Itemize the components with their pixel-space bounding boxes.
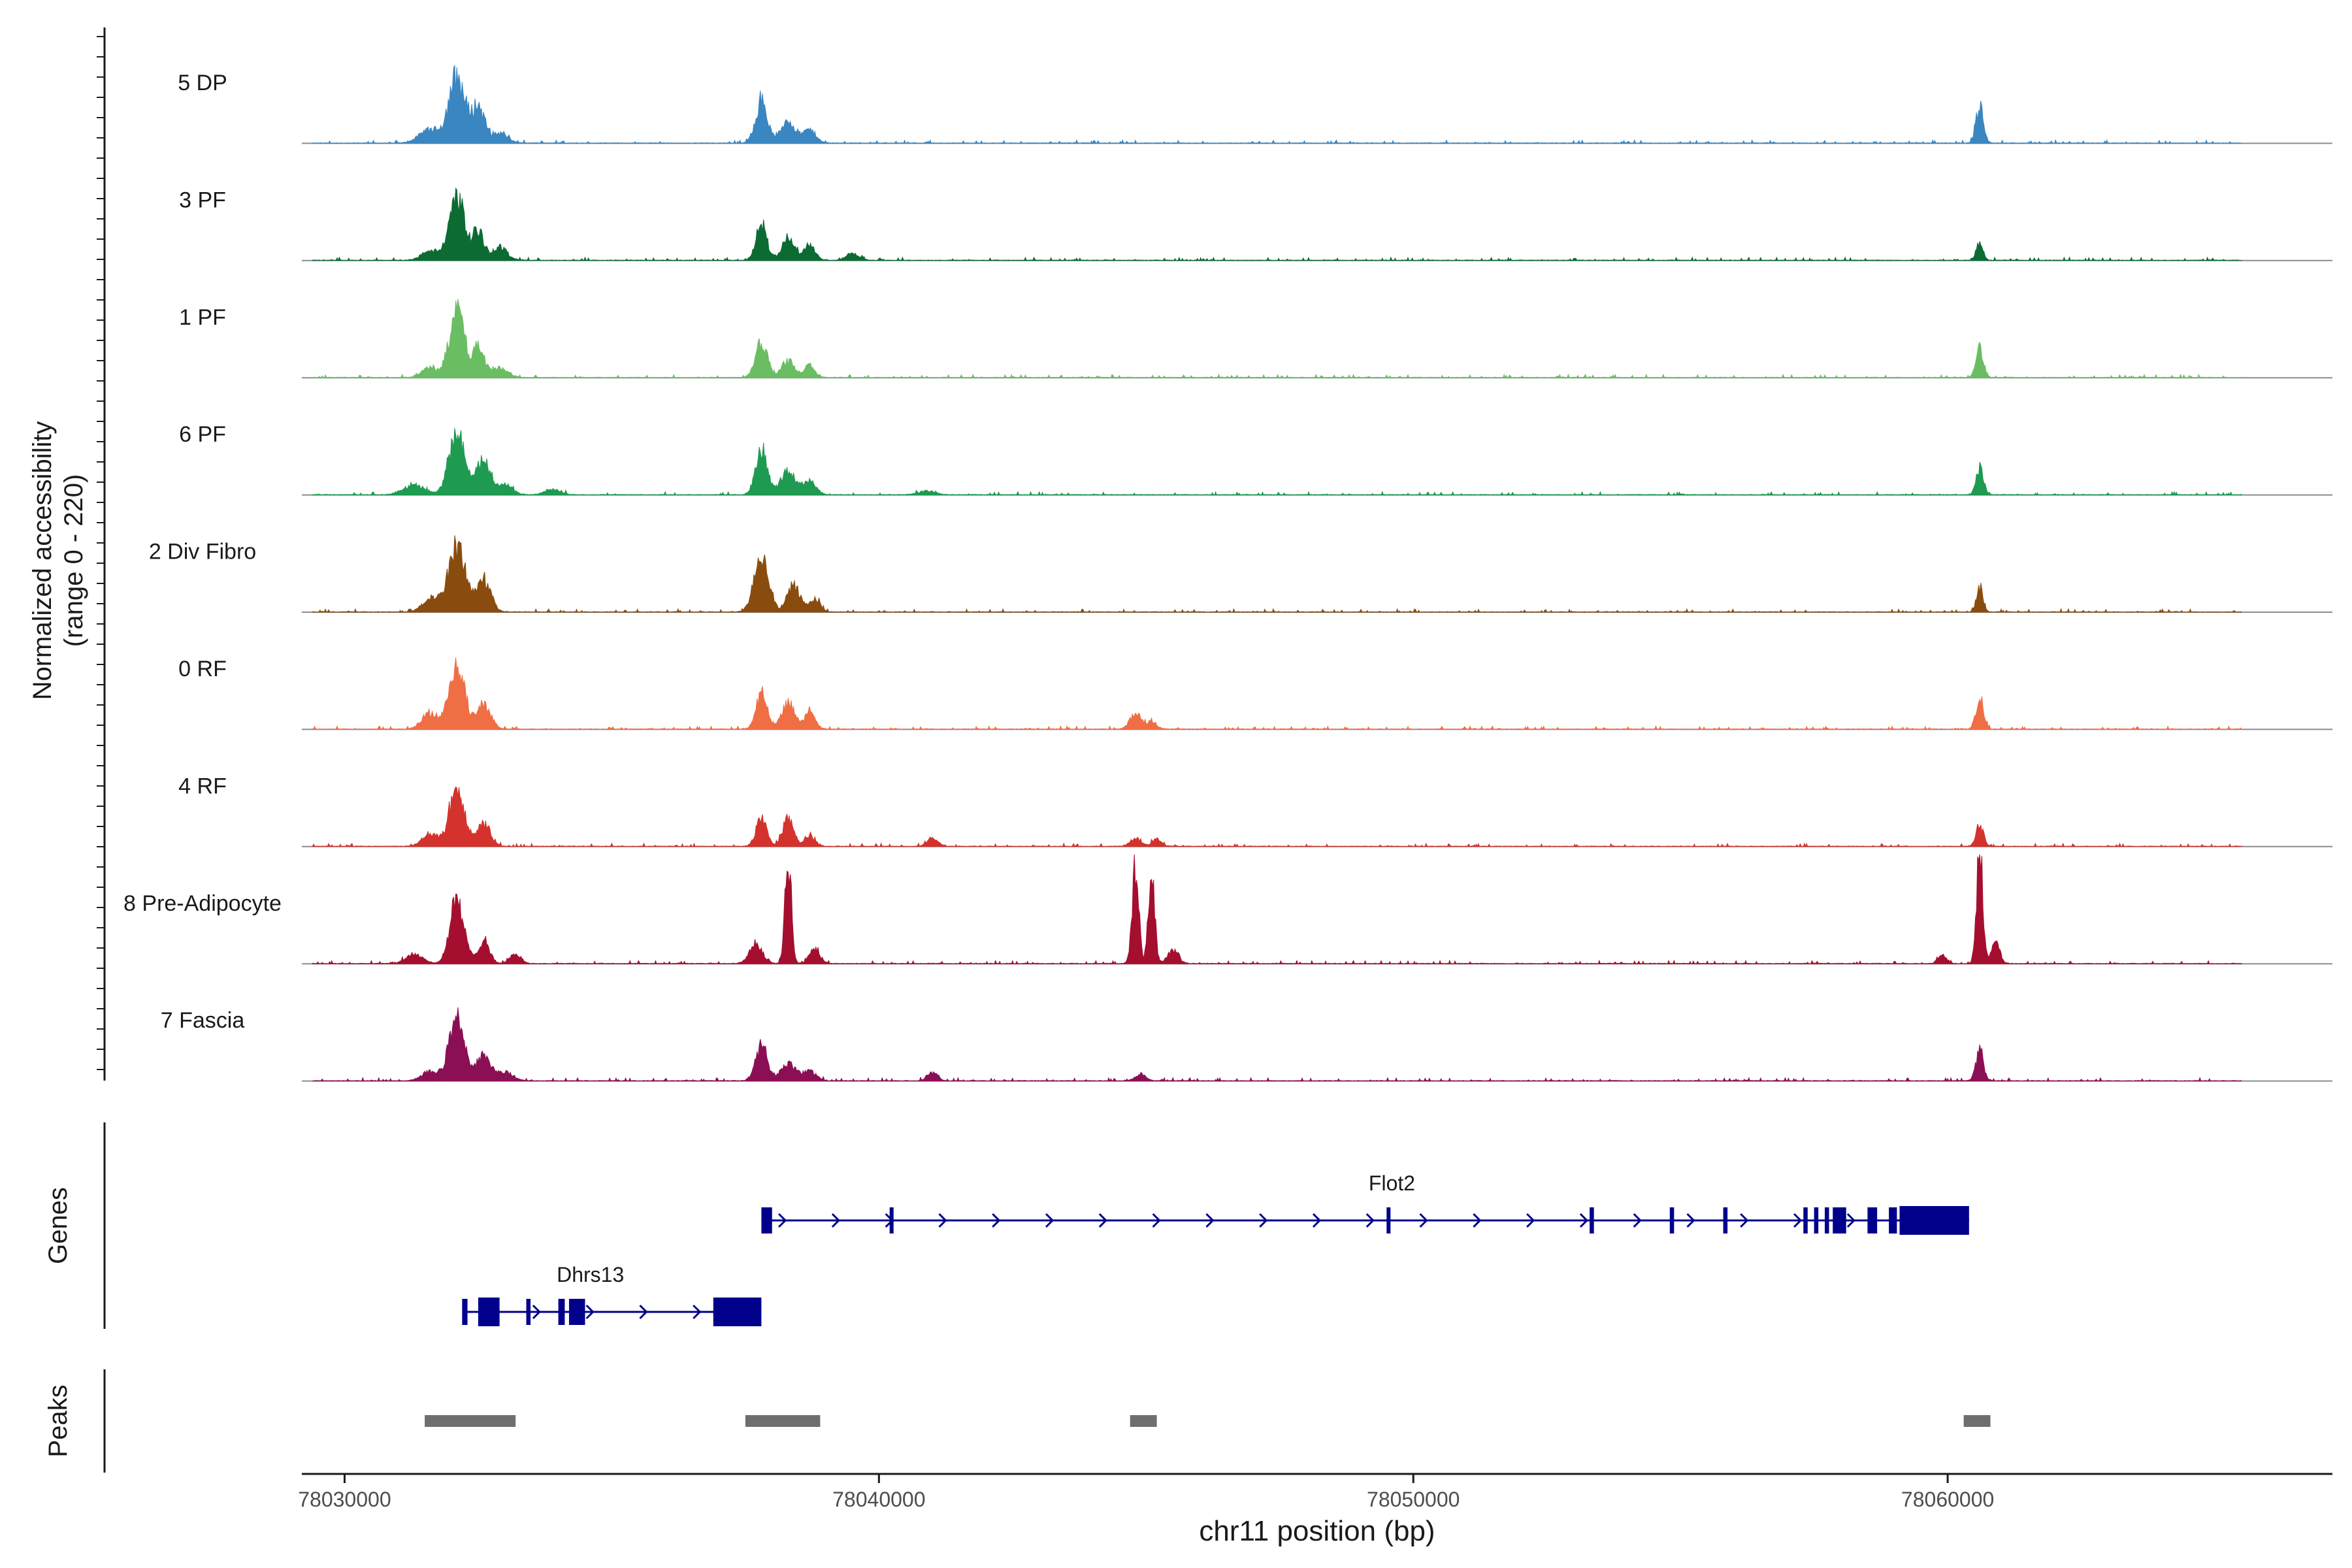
track-label: 1 PF xyxy=(179,305,226,330)
track: 7 Fascia xyxy=(161,1007,2332,1082)
gene-model: Dhrs13 xyxy=(462,1263,762,1326)
track: 2 Div Fibro xyxy=(149,535,2332,613)
peak-region xyxy=(1963,1415,1991,1427)
strand-arrow-icon xyxy=(585,1304,595,1320)
strand-arrow-icon xyxy=(1579,1213,1589,1228)
track-coverage-area xyxy=(312,1007,2242,1082)
strand-arrow-icon xyxy=(1312,1213,1322,1228)
strand-arrow-icon xyxy=(1793,1213,1803,1228)
peak-region xyxy=(425,1415,516,1427)
track-coverage-area xyxy=(312,428,2242,496)
strand-arrow-icon xyxy=(1205,1213,1215,1228)
strand-arrow-icon xyxy=(1686,1213,1695,1228)
gene-exon xyxy=(526,1299,531,1325)
gene-exon xyxy=(1803,1207,1808,1233)
gene-model: Flot2 xyxy=(761,1171,1969,1235)
peaks-axis-label: Peaks xyxy=(44,1384,73,1457)
strand-arrow-icon xyxy=(778,1213,787,1228)
gene-exon xyxy=(1867,1207,1878,1233)
gene-exon xyxy=(1590,1207,1594,1233)
strand-arrow-icon xyxy=(532,1304,541,1320)
gene-exon xyxy=(761,1207,772,1233)
genes-panel: Genes Flot2 Dhrs13 xyxy=(44,1122,1969,1329)
gene-exon xyxy=(1386,1207,1391,1233)
strand-arrow-icon xyxy=(693,1304,702,1320)
track: 3 PF xyxy=(179,187,2332,261)
strand-arrow-icon xyxy=(1045,1213,1054,1228)
gene-label: Dhrs13 xyxy=(557,1263,624,1286)
gene-exon xyxy=(713,1298,762,1326)
track: 0 RF xyxy=(178,657,2332,730)
track-label: 0 RF xyxy=(178,657,227,681)
track-label: 5 DP xyxy=(178,71,227,95)
gene-exon xyxy=(889,1207,894,1233)
track: 8 Pre-Adipocyte xyxy=(123,854,2332,965)
gene-exon xyxy=(462,1299,468,1325)
gene-exon xyxy=(568,1299,585,1325)
track: 1 PF xyxy=(179,299,2332,379)
y-axis xyxy=(97,27,106,1081)
peaks-panel: Peaks xyxy=(44,1369,1991,1473)
track-coverage-area xyxy=(312,657,2243,730)
gene-exon xyxy=(1825,1207,1829,1233)
track-coverage-area xyxy=(312,854,2242,964)
strand-arrow-icon xyxy=(1633,1213,1642,1228)
track-label: 2 Div Fibro xyxy=(149,540,256,564)
x-tick-label: 78040000 xyxy=(832,1488,925,1511)
x-axis: 78030000 78040000 78050000 78060000 xyxy=(298,1473,2332,1511)
track-label: 8 Pre-Adipocyte xyxy=(123,891,282,916)
strand-arrow-icon xyxy=(992,1213,1001,1228)
track-coverage-area xyxy=(312,299,2242,379)
peak-region xyxy=(745,1415,821,1427)
track-label: 3 PF xyxy=(179,188,226,212)
gene-exon xyxy=(478,1298,500,1326)
strand-arrow-icon xyxy=(1152,1213,1161,1228)
track: 6 PF xyxy=(179,422,2332,496)
strand-arrow-icon xyxy=(1473,1213,1482,1228)
gene-exon xyxy=(558,1299,565,1325)
track-label: 7 Fascia xyxy=(161,1008,245,1033)
y-axis-label: Normalized accessibility xyxy=(28,421,57,700)
track-label: 6 PF xyxy=(179,422,226,447)
gene-exon xyxy=(1669,1207,1674,1233)
strand-arrow-icon xyxy=(1098,1213,1107,1228)
gene-label: Flot2 xyxy=(1369,1171,1415,1195)
strand-arrow-icon xyxy=(1365,1213,1375,1228)
x-axis-label: chr11 position (bp) xyxy=(1199,1515,1435,1547)
genes-axis-label: Genes xyxy=(44,1187,73,1264)
strand-arrow-icon xyxy=(1740,1213,1749,1228)
strand-arrow-icon xyxy=(1846,1213,1856,1228)
strand-arrow-icon xyxy=(639,1304,648,1320)
track-coverage-area xyxy=(312,535,2242,613)
gene-exon xyxy=(1899,1206,1969,1235)
gene-exon xyxy=(1833,1207,1841,1233)
x-tick-label: 78030000 xyxy=(298,1488,391,1511)
accessibility-tracks: 5 DP 3 PF 1 PF 6 PF 2 Div Fibro 0 RF 4 RF 8 Pre… xyxy=(123,65,2332,1082)
gene-exon xyxy=(1840,1207,1846,1233)
gene-exon xyxy=(1814,1207,1819,1233)
strand-arrow-icon xyxy=(1259,1213,1268,1228)
track-label: 4 RF xyxy=(178,774,227,798)
peak-region xyxy=(1130,1415,1157,1427)
track-coverage-area xyxy=(312,786,2242,848)
y-axis-range-label: (range 0 - 220) xyxy=(59,474,88,647)
strand-arrow-icon xyxy=(831,1213,841,1228)
gene-exon xyxy=(1889,1207,1897,1233)
track-coverage-area xyxy=(312,187,2242,261)
gene-exon xyxy=(1723,1207,1728,1233)
track: 4 RF xyxy=(178,774,2332,848)
strand-arrow-icon xyxy=(1526,1213,1535,1228)
strand-arrow-icon xyxy=(1419,1213,1428,1228)
x-tick-label: 78060000 xyxy=(1901,1488,1994,1511)
track: 5 DP xyxy=(178,65,2332,144)
x-tick-label: 78050000 xyxy=(1367,1488,1460,1511)
track-coverage-area xyxy=(312,65,2242,144)
strand-arrow-icon xyxy=(938,1213,947,1228)
